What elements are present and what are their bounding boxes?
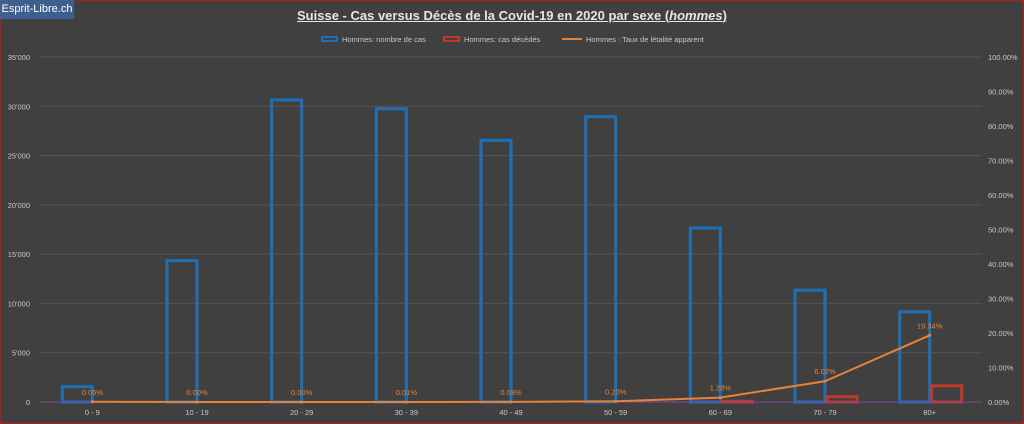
y-left-tick-label: 25'000 [8, 152, 30, 161]
legend-swatch-rate [562, 38, 582, 40]
y-left-tick-label: 5'000 [12, 349, 30, 358]
rate-data-label: 0.00% [291, 388, 313, 397]
rate-data-label: 1.28% [710, 384, 732, 393]
legend-label-rate: Hommes : Taux de létalité apparent [586, 34, 704, 44]
rate-data-label: 0.01% [396, 388, 418, 397]
cases-bar [165, 259, 199, 404]
cases-bar [270, 98, 304, 404]
y-right-tick-label: 20.00% [988, 329, 1014, 338]
y-right-tick-label: 30.00% [988, 295, 1014, 304]
x-tick-label: 20 - 29 [290, 408, 313, 417]
rate-point [90, 400, 94, 404]
legend-item-rate: Hommes : Taux de létalité apparent [562, 33, 704, 45]
rate-point [718, 396, 722, 400]
rate-point [614, 399, 618, 403]
legend-item-cases: Hommes: nombre de cas [321, 33, 426, 45]
rate-data-label: 0.00% [186, 388, 208, 397]
watermark-text: Esprit-Libre.ch [1, 3, 73, 15]
x-tick-label: 50 - 59 [604, 408, 627, 417]
rate-point [823, 379, 827, 383]
legend-item-deaths: Hommes: cas décédés [443, 33, 540, 45]
y-right-tick-label: 70.00% [988, 157, 1014, 166]
x-tick-label: 70 - 79 [813, 408, 836, 417]
y-left-tick-label: 15'000 [8, 250, 30, 259]
rate-data-label: 0.20% [605, 387, 627, 396]
cases-bar [584, 115, 618, 404]
chart-title: Suisse - Cas versus Décès de la Covid-19… [0, 8, 1024, 23]
deaths-bar [930, 384, 964, 404]
x-tick-label: 60 - 69 [709, 408, 732, 417]
chart-legend: Hommes: nombre de cas Hommes: cas décédé… [0, 33, 1024, 45]
chart-title-end: ) [722, 8, 727, 23]
legend-label-cases: Hommes: nombre de cas [342, 34, 426, 44]
y-right-tick-label: 40.00% [988, 260, 1014, 269]
rate-data-label: 19.34% [917, 321, 943, 330]
y-right-tick-label: 90.00% [988, 88, 1014, 97]
y-right-tick-label: 80.00% [988, 122, 1014, 131]
legend-swatch-deaths [443, 36, 460, 42]
rate-point [195, 400, 199, 404]
y-right-tick-label: 10.00% [988, 364, 1014, 373]
rate-point [509, 400, 513, 404]
cases-bar [374, 107, 408, 404]
x-tick-label: 40 - 49 [499, 408, 522, 417]
y-left-tick-label: 35'000 [8, 53, 30, 62]
rate-data-label: 0.03% [500, 388, 522, 397]
y-left-tick-label: 30'000 [8, 102, 30, 111]
y-right-tick-label: 60.00% [988, 191, 1014, 200]
rate-point [404, 400, 408, 404]
chart-title-emph: hommes [669, 8, 723, 23]
deaths-bar [825, 395, 859, 404]
x-tick-label: 80+ [923, 408, 936, 417]
y-right-tick-label: 0.00% [988, 398, 1010, 407]
x-tick-label: 30 - 39 [395, 408, 418, 417]
rate-data-label: 6.02% [814, 367, 836, 376]
y-left-tick-label: 10'000 [8, 299, 30, 308]
x-tick-label: 0 - 9 [85, 408, 100, 417]
rate-point [928, 333, 932, 337]
y-left-tick-label: 20'000 [8, 201, 30, 210]
rate-data-label: 0.06% [82, 388, 104, 397]
y-left-tick-label: 0 [26, 398, 30, 407]
watermark-badge: Esprit-Libre.ch [0, 0, 74, 19]
legend-swatch-cases [321, 36, 338, 42]
chart-title-main: Suisse - Cas versus Décès de la Covid-19… [297, 8, 670, 23]
legend-label-deaths: Hommes: cas décédés [464, 34, 541, 44]
y-right-tick-label: 100.00% [988, 53, 1018, 62]
x-tick-label: 10 - 19 [185, 408, 208, 417]
y-right-tick-label: 50.00% [988, 226, 1014, 235]
cases-bar [479, 138, 513, 404]
rate-point [300, 400, 304, 404]
